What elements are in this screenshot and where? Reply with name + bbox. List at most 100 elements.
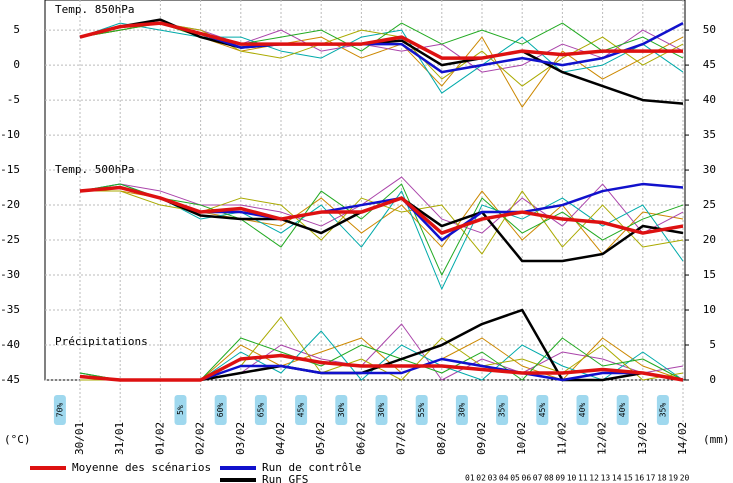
member-label: 09 (555, 474, 565, 483)
y2-tick-label: 50 (703, 23, 716, 36)
y-tick-label: 5 (13, 23, 20, 36)
series-line (79, 186, 684, 263)
member-label: 01 (465, 474, 475, 483)
probability-box (335, 395, 348, 425)
y-tick-label: -45 (0, 373, 20, 386)
series-line (79, 21, 683, 60)
probability-box (295, 395, 308, 425)
probability-box (214, 395, 227, 425)
x-tick-label: 31/01 (113, 422, 126, 455)
y2-tick-label: 10 (703, 303, 716, 316)
panel-title: Temp. 850hPa (55, 3, 134, 16)
member-label: 05 (510, 474, 520, 483)
y2-tick-label: 20 (703, 233, 716, 246)
probability-label: 60% (216, 403, 225, 418)
probability-box (656, 395, 669, 425)
series-line (79, 183, 684, 276)
y2-tick-label: 15 (703, 268, 716, 281)
probability-label: 5% (176, 405, 185, 415)
probability-label: 30% (377, 403, 386, 418)
probability-box (616, 395, 629, 425)
x-tick-label: 10/02 (515, 422, 528, 455)
y2-tick-label: 35 (703, 128, 716, 141)
probability-box (455, 395, 468, 425)
y-axis-label: (°C) (4, 433, 31, 446)
y2-axis-label: (mm) (703, 433, 730, 446)
member-label: 07 (533, 474, 543, 483)
y2-tick-label: 40 (703, 93, 716, 106)
member-label: 10 (567, 474, 577, 483)
legend-label: Run GFS (262, 473, 308, 483)
y-tick-label: -10 (0, 128, 20, 141)
x-tick-label: 03/02 (234, 422, 247, 455)
x-tick-label: 06/02 (354, 422, 367, 455)
x-tick-label: 08/02 (435, 422, 448, 455)
probability-box (496, 395, 509, 425)
x-tick-label: 07/02 (395, 422, 408, 455)
y-tick-label: -30 (0, 268, 20, 281)
member-label: 19 (668, 474, 678, 483)
probability-box (375, 395, 388, 425)
y-tick-label: -35 (0, 303, 20, 316)
y2-tick-label: 5 (709, 338, 716, 351)
x-tick-label: 02/02 (194, 422, 207, 455)
probability-label: 35% (498, 403, 507, 418)
y-tick-label: 0 (13, 58, 20, 71)
member-label: 11 (578, 474, 588, 483)
probability-label: 45% (297, 403, 306, 418)
probability-label: 30% (457, 403, 466, 418)
y2-tick-label: 45 (703, 58, 716, 71)
member-label: 20 (680, 474, 690, 483)
series-line (79, 182, 684, 242)
legend-label: Run de contrôle (262, 461, 361, 474)
probability-label: 55% (417, 403, 426, 418)
member-label: 06 (522, 474, 532, 483)
probability-label: 70% (55, 403, 64, 418)
probability-box (254, 395, 267, 425)
probability-label: 65% (256, 403, 265, 418)
x-tick-label: 01/02 (153, 422, 166, 455)
member-label: 18 (657, 474, 667, 483)
y-tick-label: -15 (0, 163, 20, 176)
panel-title: Précipitations (55, 335, 148, 348)
y2-tick-label: 25 (703, 198, 716, 211)
probability-box (576, 395, 589, 425)
series-line (79, 353, 684, 382)
member-label: 17 (646, 474, 656, 483)
x-tick-label: 09/02 (475, 422, 488, 455)
y-tick-label: -5 (7, 93, 20, 106)
x-tick-label: 11/02 (555, 422, 568, 455)
legend-label: Moyenne des scénarios (72, 461, 211, 474)
series-line (79, 185, 684, 235)
x-tick-label: 05/02 (314, 422, 327, 455)
member-label: 16 (635, 474, 645, 483)
probability-box (53, 395, 66, 425)
panel-title: Temp. 500hPa (55, 163, 134, 176)
y-tick-label: -40 (0, 338, 20, 351)
x-tick-label: 13/02 (636, 422, 649, 455)
probability-box (536, 395, 549, 425)
member-label: 03 (488, 474, 498, 483)
probability-label: 40% (578, 403, 587, 418)
y-tick-label: -20 (0, 198, 20, 211)
member-label: 08 (544, 474, 554, 483)
y2-tick-label: 0 (709, 373, 716, 386)
probability-label: 30% (337, 403, 346, 418)
probability-label: 40% (618, 403, 627, 418)
member-label: 14 (612, 474, 622, 483)
probability-label: 35% (658, 403, 667, 418)
series-line (79, 176, 684, 234)
x-tick-label: 14/02 (676, 422, 689, 455)
x-tick-label: 12/02 (596, 422, 609, 455)
member-label: 02 (476, 474, 486, 483)
y2-tick-label: 30 (703, 163, 716, 176)
x-tick-label: 04/02 (274, 422, 287, 455)
member-label: 12 (589, 474, 599, 483)
x-tick-label: 30/01 (73, 422, 86, 455)
member-label: 15 (623, 474, 633, 483)
probability-box (174, 395, 187, 425)
member-label: 04 (499, 474, 509, 483)
probability-box (415, 395, 428, 425)
member-label: 13 (601, 474, 611, 483)
